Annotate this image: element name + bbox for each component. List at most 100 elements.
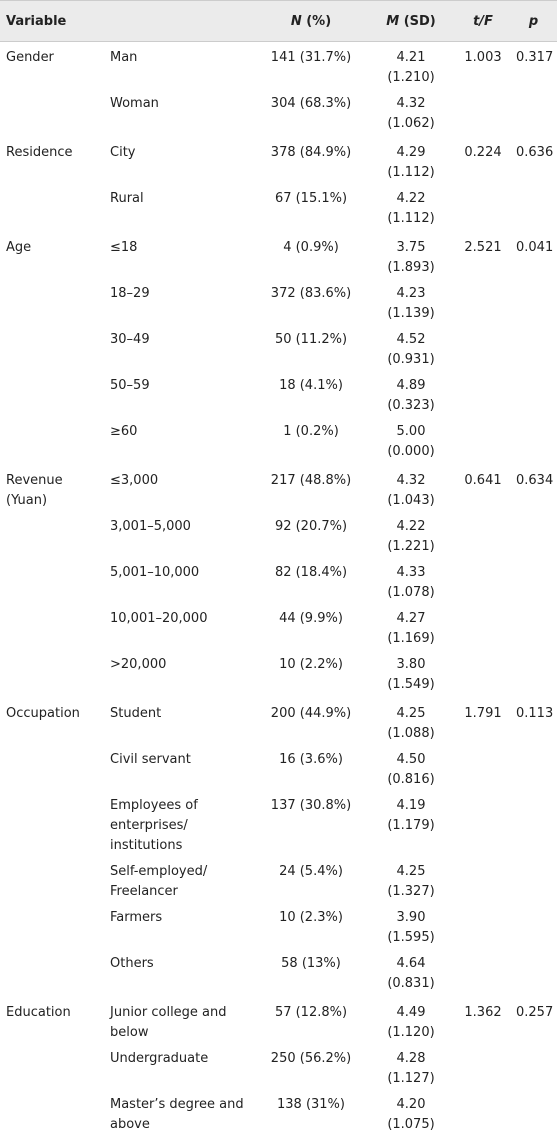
variable-cell: Occupation [0, 698, 104, 997]
m-cell: 4.27 (1.169) [366, 606, 456, 652]
m-cell: 4.89 (0.323) [366, 373, 456, 419]
m-cell: 4.29 (1.112) [366, 137, 456, 186]
level-cell: Student [104, 698, 256, 747]
level-cell: Junior college and below [104, 997, 256, 1046]
level-cell: Woman [104, 91, 256, 137]
level-cell: Undergraduate [104, 1046, 256, 1092]
m-cell: 3.75 (1.893) [366, 232, 456, 281]
tf-cell: 0.641 [456, 465, 510, 698]
header-cell: N (%) [256, 1, 366, 42]
n-cell: 250 (56.2%) [256, 1046, 366, 1092]
n-cell: 378 (84.9%) [256, 137, 366, 186]
tf-cell: 1.362 [456, 997, 510, 1138]
m-cell: 4.50 (0.816) [366, 747, 456, 793]
m-cell: 5.00 (0.000) [366, 419, 456, 465]
level-cell: 30–49 [104, 327, 256, 373]
level-cell: Civil servant [104, 747, 256, 793]
n-cell: 10 (2.2%) [256, 652, 366, 698]
m-cell: 4.28 (1.127) [366, 1046, 456, 1092]
tf-cell: 0.224 [456, 137, 510, 232]
tf-cell: 2.521 [456, 232, 510, 465]
variable-cell: Age [0, 232, 104, 465]
n-cell: 24 (5.4%) [256, 859, 366, 905]
level-cell: ≤18 [104, 232, 256, 281]
n-cell: 18 (4.1%) [256, 373, 366, 419]
n-cell: 10 (2.3%) [256, 905, 366, 951]
level-cell: Rural [104, 186, 256, 232]
n-cell: 217 (48.8%) [256, 465, 366, 514]
m-cell: 3.90 (1.595) [366, 905, 456, 951]
m-cell: 4.33 (1.078) [366, 560, 456, 606]
p-cell: 0.317 [510, 42, 557, 138]
m-cell: 4.32 (1.043) [366, 465, 456, 514]
level-cell: Others [104, 951, 256, 997]
level-cell: ≥60 [104, 419, 256, 465]
variable-cell: Residence [0, 137, 104, 232]
variable-cell: Revenue (Yuan) [0, 465, 104, 698]
n-cell: 137 (30.8%) [256, 793, 366, 859]
level-cell: Employees of enterprises/ institutions [104, 793, 256, 859]
header-row: Variable N (%) M (SD) t/F p [0, 1, 557, 42]
n-cell: 16 (3.6%) [256, 747, 366, 793]
m-cell: 4.64 (0.831) [366, 951, 456, 997]
m-cell: 4.25 (1.327) [366, 859, 456, 905]
n-cell: 138 (31%) [256, 1092, 366, 1138]
level-cell: 5,001–10,000 [104, 560, 256, 606]
m-cell: 4.20 (1.075) [366, 1092, 456, 1138]
m-cell: 4.25 (1.088) [366, 698, 456, 747]
m-cell: 4.21 (1.210) [366, 42, 456, 92]
level-cell: 3,001–5,000 [104, 514, 256, 560]
n-cell: 58 (13%) [256, 951, 366, 997]
level-cell: Man [104, 42, 256, 92]
level-cell: 10,001–20,000 [104, 606, 256, 652]
variable-cell: Education [0, 997, 104, 1138]
p-cell: 0.041 [510, 232, 557, 465]
m-cell: 4.49 (1.120) [366, 997, 456, 1046]
p-cell: 0.257 [510, 997, 557, 1138]
level-cell: ≤3,000 [104, 465, 256, 514]
level-cell: >20,000 [104, 652, 256, 698]
header-cell: M (SD) [366, 1, 456, 42]
m-cell: 4.23 (1.139) [366, 281, 456, 327]
n-cell: 57 (12.8%) [256, 997, 366, 1046]
tf-cell: 1.003 [456, 42, 510, 138]
m-cell: 4.22 (1.221) [366, 514, 456, 560]
m-cell: 4.19 (1.179) [366, 793, 456, 859]
n-cell: 50 (11.2%) [256, 327, 366, 373]
level-cell: 18–29 [104, 281, 256, 327]
header-cell: p [510, 1, 557, 42]
level-cell: City [104, 137, 256, 186]
p-cell: 0.636 [510, 137, 557, 232]
n-cell: 67 (15.1%) [256, 186, 366, 232]
n-cell: 372 (83.6%) [256, 281, 366, 327]
n-cell: 141 (31.7%) [256, 42, 366, 92]
n-cell: 200 (44.9%) [256, 698, 366, 747]
n-cell: 44 (9.9%) [256, 606, 366, 652]
header-cell: t/F [456, 1, 510, 42]
m-cell: 4.52 (0.931) [366, 327, 456, 373]
m-cell: 4.22 (1.112) [366, 186, 456, 232]
n-cell: 82 (18.4%) [256, 560, 366, 606]
level-cell: 50–59 [104, 373, 256, 419]
n-cell: 4 (0.9%) [256, 232, 366, 281]
n-cell: 1 (0.2%) [256, 419, 366, 465]
p-cell: 0.634 [510, 465, 557, 698]
n-cell: 304 (68.3%) [256, 91, 366, 137]
m-cell: 3.80 (1.549) [366, 652, 456, 698]
level-cell: Master’s degree and above [104, 1092, 256, 1138]
n-cell: 92 (20.7%) [256, 514, 366, 560]
tf-cell: 1.791 [456, 698, 510, 997]
header-cell: Variable [0, 1, 256, 42]
level-cell: Farmers [104, 905, 256, 951]
p-cell: 0.113 [510, 698, 557, 997]
variable-cell: Gender [0, 42, 104, 138]
